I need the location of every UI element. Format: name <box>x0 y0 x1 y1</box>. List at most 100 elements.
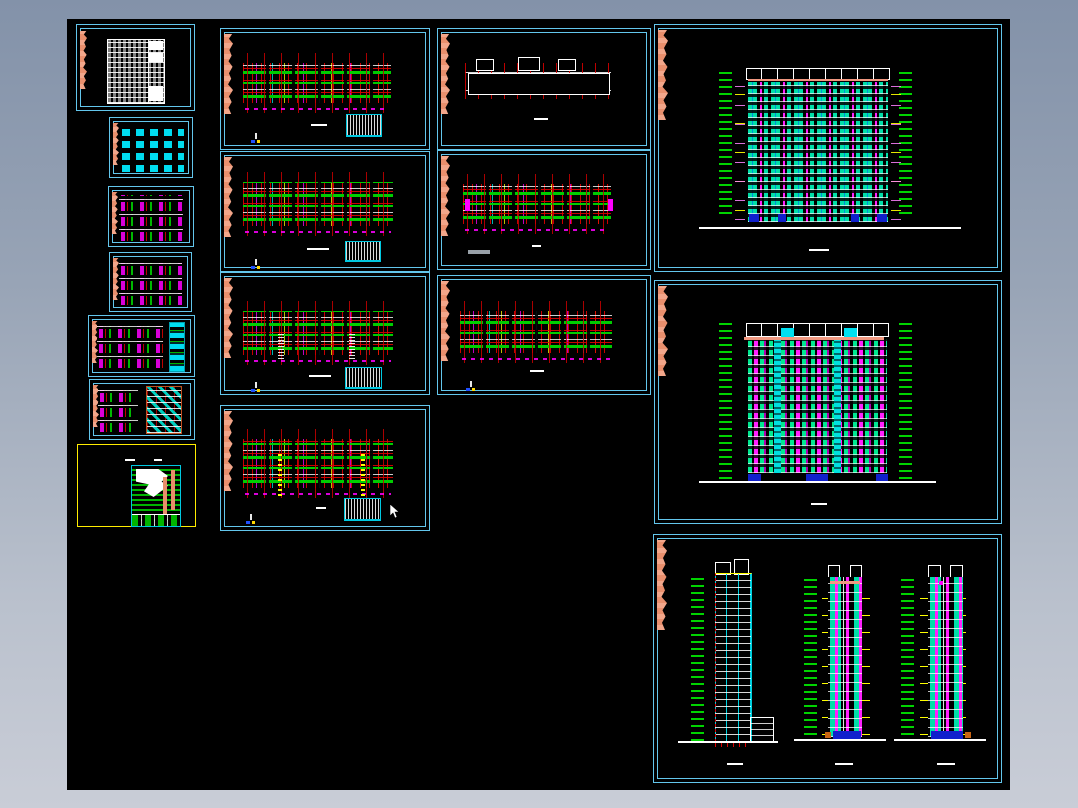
entrance-block <box>877 214 887 222</box>
sheet-floor-plan-3[interactable] <box>220 272 430 395</box>
site-entry-band <box>132 514 180 526</box>
titleblock-strip <box>224 411 233 491</box>
north-arrow-icon <box>251 382 260 392</box>
cad-canvas[interactable] <box>67 19 1010 790</box>
entrance-block <box>931 731 963 739</box>
schedule-table <box>345 241 381 262</box>
titleblock-strip <box>93 385 99 427</box>
titleblock-strip <box>657 540 667 630</box>
level-ticks-left <box>719 68 732 214</box>
block-symbols-art <box>122 126 184 172</box>
elevator-shaft-hatch <box>278 333 284 359</box>
drawing-title-dash <box>316 507 326 509</box>
schedule-table <box>346 114 382 137</box>
entrance-block <box>778 214 786 222</box>
floor-plan-art <box>243 53 391 113</box>
plan-end-marker <box>608 199 613 211</box>
titleblock-strip <box>113 258 119 300</box>
level-ticks <box>901 577 914 735</box>
road-strip <box>171 470 175 510</box>
sheet-roof-plan[interactable] <box>437 28 651 150</box>
foundation-ticks <box>715 741 750 747</box>
level-ticks-left <box>719 319 732 479</box>
yellow-shaft-column <box>361 454 365 496</box>
drawing-title-dash <box>311 124 327 126</box>
building-section-art <box>715 573 752 742</box>
sheet-section-elevations[interactable] <box>653 534 1002 783</box>
level-ticks <box>691 573 704 741</box>
entrance-block <box>748 474 761 482</box>
titleblock-strip <box>658 286 668 376</box>
glazing-strip <box>834 339 841 473</box>
window-mosaic <box>748 82 888 222</box>
details-art <box>98 388 138 432</box>
ground-line <box>678 741 778 743</box>
level-ticks-right <box>899 319 912 479</box>
podium-art <box>750 717 774 743</box>
titleblock-strip <box>80 31 87 89</box>
drawing-title-dash <box>727 763 743 765</box>
level-ticks-right <box>899 68 912 214</box>
roof-structure-box <box>518 57 540 71</box>
sheet-elevation-2[interactable] <box>654 280 1002 524</box>
titleblock-strip <box>658 30 668 120</box>
north-arrow-icon <box>466 381 475 391</box>
glazing-strip <box>774 339 781 473</box>
sheet-floor-plan-4[interactable] <box>220 405 430 531</box>
sheet-label-dash <box>125 459 135 461</box>
floor-plan-art <box>243 172 393 236</box>
sheet-floor-plan-2[interactable] <box>220 151 430 272</box>
window-mosaic <box>748 339 887 473</box>
titleblock-strip <box>441 34 450 114</box>
sheet-label-dash <box>154 459 162 461</box>
north-arrow-icon <box>251 133 260 143</box>
roof-feature-block <box>844 328 857 337</box>
entrance-block <box>833 731 861 739</box>
drawing-title-dash <box>309 375 331 377</box>
details-art <box>119 195 183 241</box>
entrance-block <box>806 474 828 482</box>
sheet-floor-plan-5[interactable] <box>437 150 651 270</box>
building-elevation-art <box>746 68 890 228</box>
sheet-block-library[interactable] <box>109 117 193 178</box>
ground-line <box>794 739 886 741</box>
sheet-floor-plan-1[interactable] <box>220 28 430 150</box>
sheet-floor-plan-6[interactable] <box>437 275 651 395</box>
ground-line <box>894 739 986 741</box>
roof-marker <box>939 581 943 585</box>
titleblock-strip <box>224 157 233 237</box>
ground-line <box>699 481 936 483</box>
salmon-band <box>748 79 888 81</box>
drawing-title-dash <box>809 249 829 251</box>
drawing-title-dash <box>534 118 548 120</box>
entrance-block <box>749 214 759 222</box>
sheet-site-plan-selected[interactable] <box>77 444 196 527</box>
ground-line <box>699 227 961 229</box>
floor-plan-art <box>243 429 393 498</box>
plan-end-marker <box>465 199 470 211</box>
sheet-details-2[interactable] <box>109 252 192 312</box>
scale-bar <box>468 250 490 254</box>
sheet-fixture-details[interactable] <box>88 315 195 377</box>
sheet-details-1[interactable] <box>108 186 194 247</box>
titleblock-strip <box>224 278 233 358</box>
dimension-lines-left <box>735 80 745 220</box>
sheet-elevation-1[interactable] <box>654 24 1002 272</box>
salmon-band <box>830 581 860 584</box>
titleblock-strip <box>441 281 450 361</box>
elevator-shaft-hatch <box>349 333 355 359</box>
floor-plan-art <box>460 301 612 363</box>
sheet-drawing-index[interactable] <box>76 24 195 111</box>
floor-plan-art <box>463 174 611 234</box>
sheet-stair-details[interactable] <box>89 379 195 440</box>
roof-feature-block <box>781 328 794 337</box>
site-plan-art <box>131 465 181 527</box>
mouse-cursor <box>389 504 400 519</box>
side-elevation-art <box>928 577 963 737</box>
details-art <box>97 324 163 368</box>
roof-outline-box <box>468 73 610 95</box>
floor-plan-art <box>243 301 393 365</box>
drawing-title-dash <box>937 763 955 765</box>
titleblock-strip <box>113 123 119 165</box>
titleblock-strip <box>92 321 98 363</box>
